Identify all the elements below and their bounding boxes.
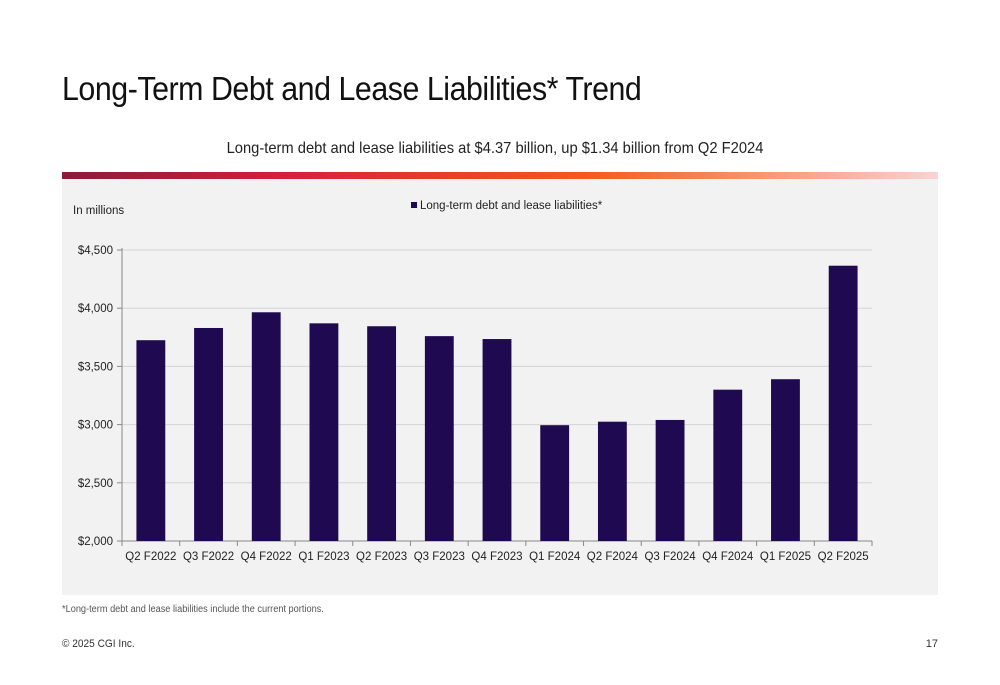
y-tick-label: $2,000	[78, 536, 113, 548]
bar-q3-f2022	[194, 327, 223, 541]
y-tick-label: $3,500	[78, 361, 113, 373]
x-tick-label: Q2 F2024	[587, 551, 639, 563]
bar-q1-f2025	[771, 379, 800, 541]
slide-title: Long-Term Debt and Lease Liabilities* Tr…	[62, 70, 642, 107]
bar-chart: In millions Long-term debt and lease liab…	[73, 200, 873, 563]
bar-q3-f2023	[424, 336, 454, 541]
bar-q2-f2022	[136, 340, 166, 541]
bar-q1-f2024	[540, 425, 570, 541]
x-tick-label: Q4 F2024	[702, 551, 754, 563]
bar-q2-f2024	[597, 421, 627, 541]
chart-panel: In millions Long-term debt and lease liab…	[62, 179, 938, 595]
page-number: 17	[925, 638, 938, 650]
copyright: © 2025 CGI Inc.	[62, 638, 135, 650]
bar-q4-f2023	[482, 339, 512, 541]
legend-label: Long-term debt and lease liabilities*	[420, 200, 603, 212]
bar-q2-f2023	[367, 326, 397, 541]
y-tick-label: $2,500	[78, 478, 113, 490]
bar-q1-f2023	[309, 323, 339, 541]
x-tick-label: Q4 F2023	[471, 551, 522, 563]
footnote: *Long-term debt and lease liabilities in…	[62, 604, 324, 615]
y-tick-label: $3,000	[78, 420, 113, 432]
x-tick-label: Q4 F2022	[241, 551, 292, 563]
x-tick-label: Q2 F2023	[356, 551, 407, 563]
x-tick-label: Q1 F2025	[760, 551, 811, 563]
accent-gradient-bar	[62, 172, 938, 179]
bar-q4-f2024	[713, 389, 743, 541]
legend-marker	[411, 202, 417, 208]
x-tick-label: Q2 F2025	[818, 551, 869, 563]
bar-q2-f2025	[828, 265, 858, 541]
x-tick-label: Q2 F2022	[125, 551, 176, 563]
x-tick-label: Q1 F2024	[529, 551, 581, 563]
bar-q4-f2022	[251, 312, 281, 541]
y-tick-label: $4,500	[78, 245, 113, 257]
slide-subtitle: Long-term debt and lease liabilities at …	[226, 140, 764, 157]
x-tick-label: Q3 F2022	[183, 551, 234, 563]
bar-q3-f2024	[655, 419, 685, 541]
x-tick-label: Q3 F2023	[414, 551, 465, 563]
x-tick-label: Q3 F2024	[644, 551, 696, 563]
y-tick-label: $4,000	[78, 303, 113, 315]
x-tick-label: Q1 F2023	[298, 551, 349, 563]
unit-note: In millions	[73, 205, 124, 217]
